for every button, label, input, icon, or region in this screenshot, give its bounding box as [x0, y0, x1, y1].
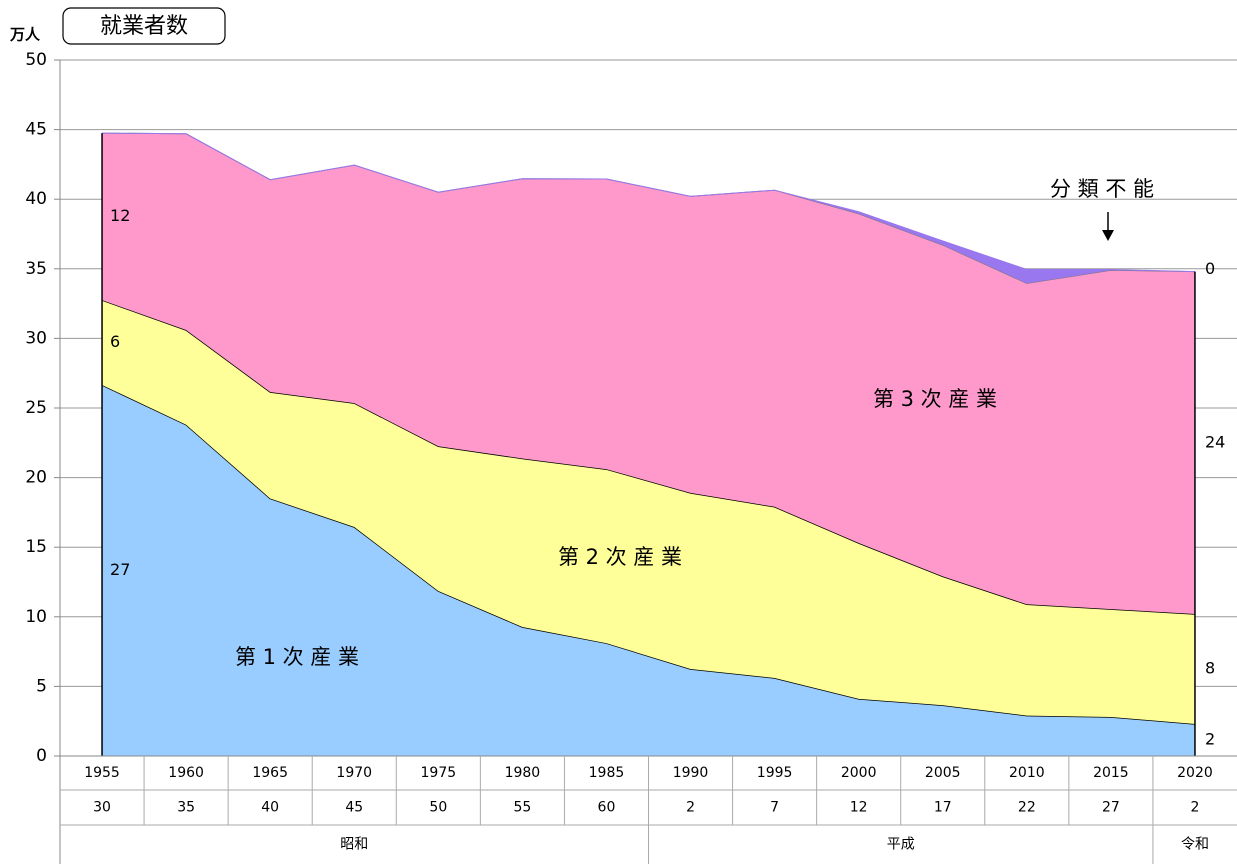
era-year-label: 55: [513, 800, 531, 816]
area: [102, 385, 1195, 756]
era-year-label: 30: [93, 800, 111, 816]
era-year-label: 2: [1191, 800, 1200, 816]
series-label: 第 1 次 産 業: [235, 645, 359, 669]
y-tick-label: 10: [25, 607, 47, 627]
x-tick-label: 1980: [505, 765, 541, 781]
era-year-label: 27: [1102, 800, 1120, 816]
y-unit: 万人: [9, 26, 41, 44]
era-year-label: 45: [345, 800, 363, 816]
chart-title: 就業者数: [100, 14, 188, 39]
era-year-label: 50: [429, 800, 447, 816]
era-label: 昭和: [340, 837, 368, 853]
era-year-label: 17: [934, 800, 952, 816]
y-tick-label: 40: [25, 189, 47, 209]
x-tick-label: 1965: [252, 765, 288, 781]
data-label: 8: [1205, 659, 1215, 678]
area: [102, 133, 1195, 614]
era-year-label: 35: [177, 800, 195, 816]
era-year-label: 7: [770, 800, 779, 816]
series-label: 第 2 次 産 業: [558, 545, 682, 569]
area: [102, 300, 1195, 724]
y-tick-label: 45: [25, 120, 47, 140]
data-label: 6: [110, 332, 120, 351]
era-label: 令和: [1181, 837, 1209, 853]
area-edge: [101, 132, 1196, 273]
y-tick-label: 50: [25, 50, 47, 70]
y-tick-label: 15: [25, 537, 47, 557]
era-year-label: 60: [598, 800, 616, 816]
y-tick-label: 5: [36, 676, 47, 696]
x-tick-label: 2020: [1177, 765, 1213, 781]
y-tick-label: 35: [25, 259, 47, 279]
arrow-head: [1102, 230, 1114, 241]
series-label: 分 類 不 能: [1050, 177, 1154, 201]
era-year-label: 40: [261, 800, 279, 816]
x-tick-label: 2005: [925, 765, 961, 781]
axis: 0510152025303540455019553019603519654019…: [25, 50, 1237, 864]
era-year-label: 2: [686, 800, 695, 816]
era-label: 平成: [887, 837, 915, 853]
x-tick-label: 1955: [84, 765, 120, 781]
x-tick-label: 2010: [1009, 765, 1045, 781]
labels: 27 2 6 8 12 24 0 第 1 次 産 業 第 2 次 産 業 第 3 次 産 業 分 類…: [110, 177, 1225, 748]
x-tick-label: 2015: [1093, 765, 1129, 781]
x-tick-label: 1975: [421, 765, 457, 781]
x-tick-label: 1970: [336, 765, 372, 781]
x-tick-label: 1990: [673, 765, 709, 781]
x-tick-label: 2000: [841, 765, 877, 781]
data-label: 27: [110, 560, 130, 579]
series-label: 第 3 次 産 業: [873, 387, 997, 411]
era-year-label: 22: [1018, 800, 1036, 816]
y-tick-label: 0: [36, 746, 47, 766]
areas: [101, 132, 1196, 756]
x-tick-label: 1995: [757, 765, 793, 781]
y-tick-label: 25: [25, 398, 47, 418]
data-label: 0: [1205, 259, 1215, 278]
y-tick-label: 20: [25, 468, 47, 488]
era-year-label: 12: [850, 800, 868, 816]
data-label: 12: [110, 206, 130, 225]
data-label: 24: [1205, 432, 1225, 451]
y-tick-label: 30: [25, 328, 47, 348]
x-tick-label: 1985: [589, 765, 625, 781]
data-label: 2: [1205, 729, 1215, 748]
title-box: [62, 7, 226, 45]
x-tick-label: 1960: [168, 765, 204, 781]
